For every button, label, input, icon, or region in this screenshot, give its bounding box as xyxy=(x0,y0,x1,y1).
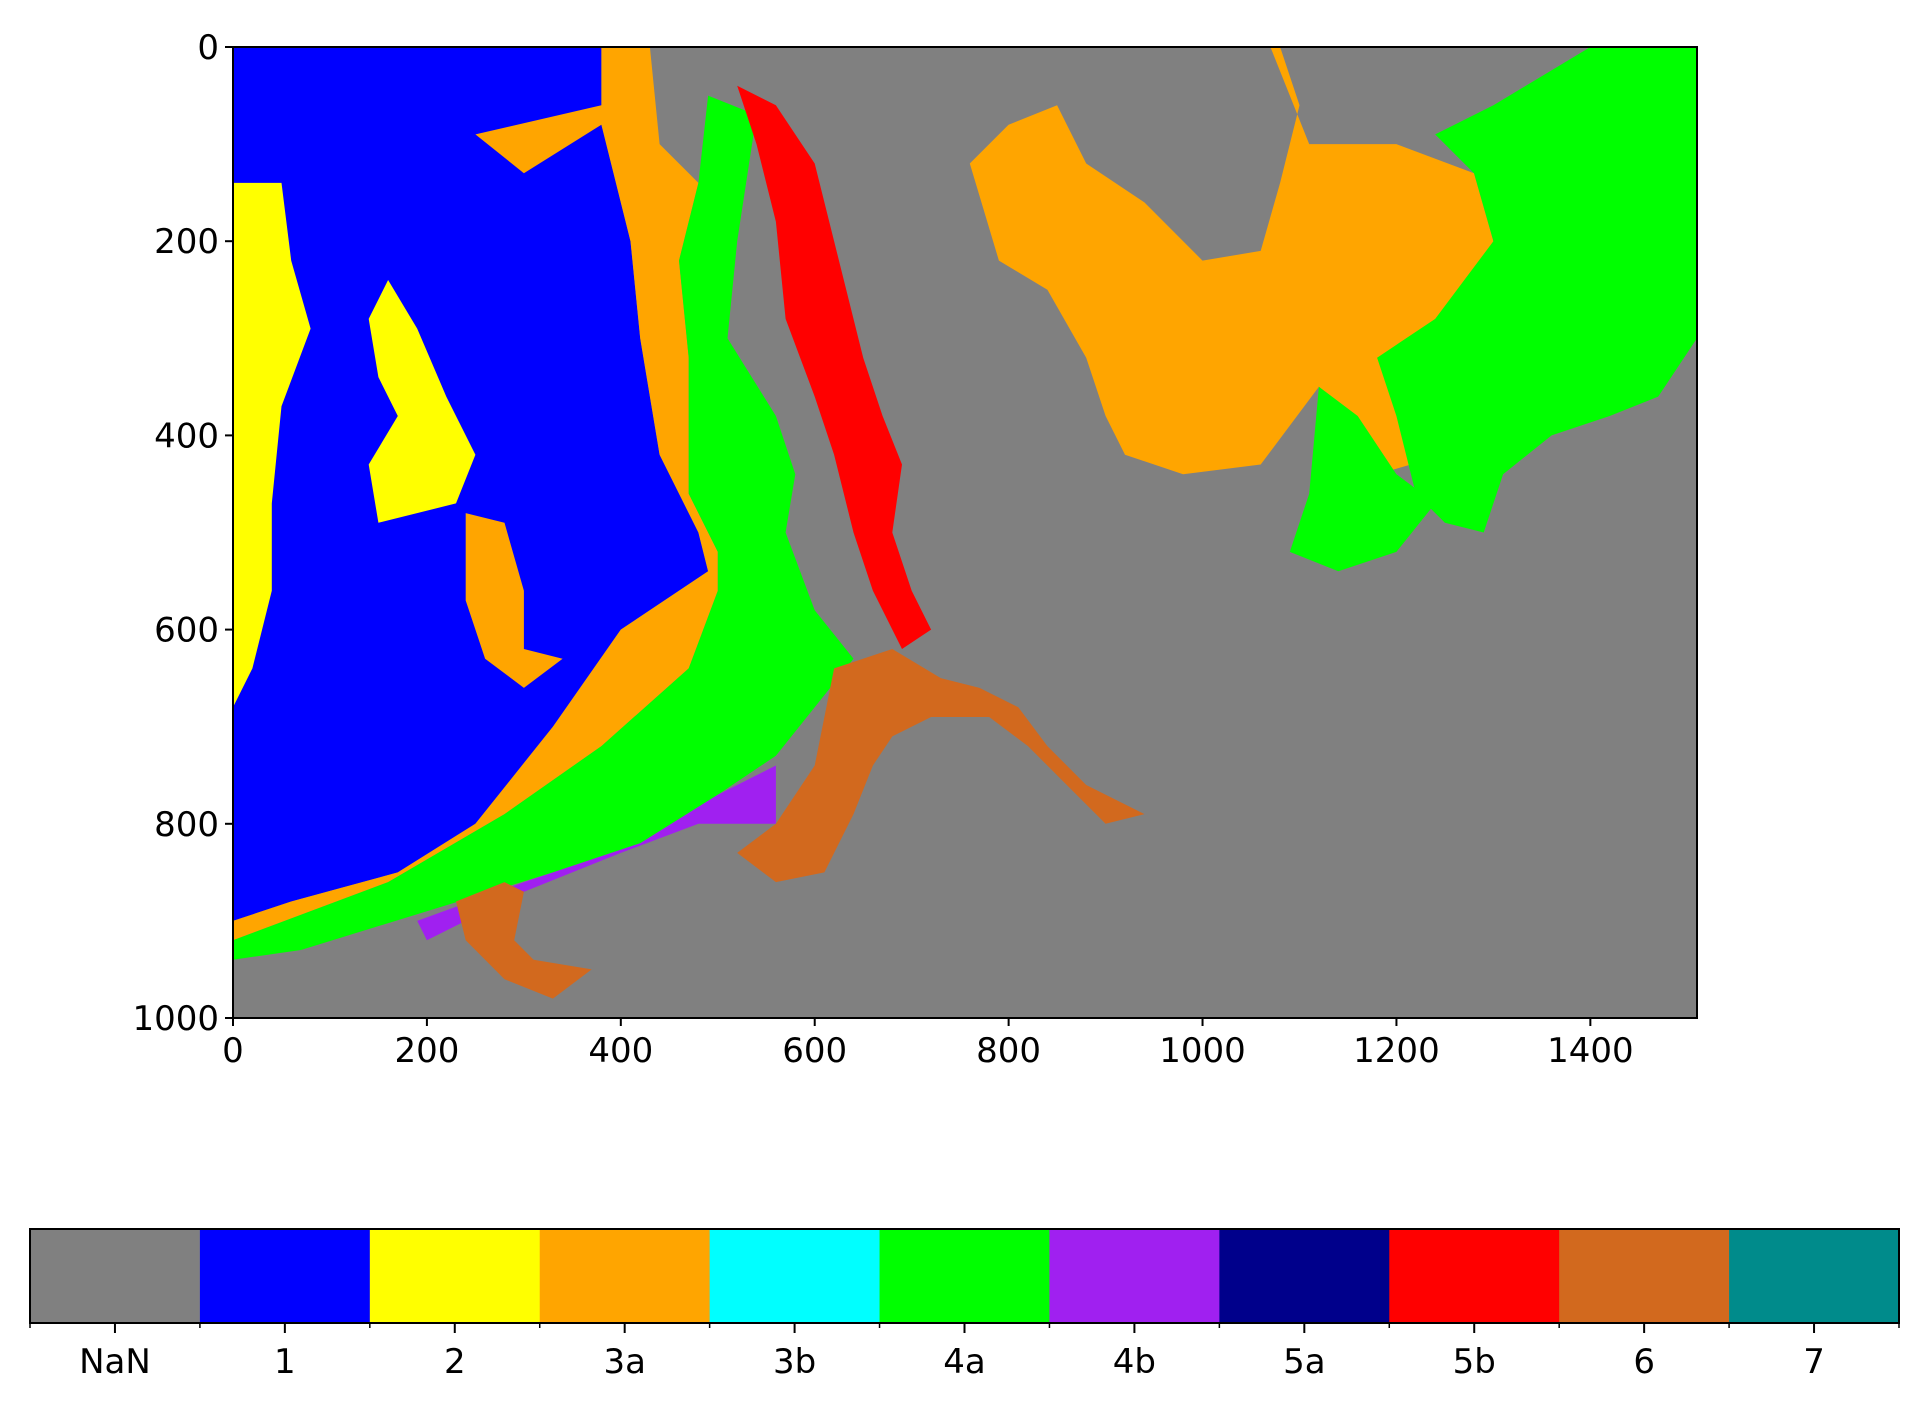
y-tick-label: 800 xyxy=(154,805,219,845)
colorbar-cell-4a xyxy=(879,1229,1050,1323)
x-axis-ticks: 0 200 400 600 800 1000 1200 1400 xyxy=(222,1018,1634,1071)
x-tick-label: 1000 xyxy=(1159,1031,1246,1071)
colorbar-cell-5b xyxy=(1389,1229,1560,1323)
colorbar-cell-1 xyxy=(199,1229,371,1323)
colorbar-tick-label: 4b xyxy=(1113,1342,1156,1382)
colorbar-cell-5a xyxy=(1219,1229,1390,1323)
map-region-class-5b-9 xyxy=(737,85,932,650)
y-tick-label: 200 xyxy=(154,222,219,262)
y-tick-label: 400 xyxy=(154,416,219,456)
colorbar-ticks: NaN 1 2 3a 3b 4a 4b 5a 5b 6 7 xyxy=(29,1323,1900,1382)
colorbar-tick-label: 5b xyxy=(1453,1342,1496,1382)
colorbar-cell-3b xyxy=(709,1229,881,1323)
x-tick-label: 0 xyxy=(222,1031,244,1071)
colorbar-cell-4b xyxy=(1049,1229,1220,1323)
x-tick-label: 400 xyxy=(588,1031,653,1071)
x-tick-label: 1400 xyxy=(1547,1031,1634,1071)
colorbar: NaN 1 2 3a 3b 4a 4b 5a 5b 6 7 xyxy=(29,1228,1900,1382)
colorbar-tick-label: 3b xyxy=(773,1342,816,1382)
map-region-class-4a-7 xyxy=(1377,47,1697,533)
map-region-class-1-0 xyxy=(233,47,709,921)
colorbar-tick-label: 3a xyxy=(603,1342,645,1382)
colorbar-tick-label: 6 xyxy=(1633,1342,1655,1382)
map-frame xyxy=(232,46,1698,1019)
map-region-class-3a-3 xyxy=(233,47,718,941)
map-region-class-3a-5 xyxy=(969,47,1494,475)
map-region-class-4a-6 xyxy=(233,95,854,960)
y-axis-ticks: 0 200 400 600 800 1000 xyxy=(132,28,233,1039)
y-tick-label: 1000 xyxy=(132,999,219,1039)
x-tick-label: 800 xyxy=(976,1031,1041,1071)
colorbar-cell-6 xyxy=(1559,1229,1730,1323)
colorbar-tick-label: 5a xyxy=(1283,1342,1325,1382)
colorbar-tick-label: 7 xyxy=(1803,1342,1825,1382)
map-region-class-2-2 xyxy=(368,280,476,523)
colorbar-tick-label: NaN xyxy=(79,1342,151,1382)
colorbar-cell-nan xyxy=(30,1229,201,1323)
heatmap-chart: 0 200 400 600 800 1000 1200 1400 0 200 400 600 800 1… xyxy=(132,28,1698,1071)
map-region-class-4a-8 xyxy=(1289,386,1436,572)
colorbar-tick-label: 2 xyxy=(444,1342,466,1382)
map-regions xyxy=(233,47,1697,999)
colorbar-cell-3a xyxy=(539,1229,711,1323)
x-tick-label: 1200 xyxy=(1353,1031,1440,1071)
y-tick-label: 0 xyxy=(197,28,219,68)
x-tick-label: 600 xyxy=(782,1031,847,1071)
y-tick-label: 600 xyxy=(154,611,219,651)
colorbar-cells xyxy=(30,1229,1900,1323)
x-tick-label: 200 xyxy=(394,1031,459,1071)
colorbar-tick-label: 1 xyxy=(274,1342,296,1382)
map-region-class-3a-4 xyxy=(465,513,563,688)
colorbar-cell-7 xyxy=(1729,1229,1900,1323)
colorbar-cell-2 xyxy=(369,1229,541,1323)
map-region-class-2-1 xyxy=(233,182,311,708)
map-region-class-6-11 xyxy=(737,649,1145,883)
map-region-class-6-12 xyxy=(456,882,592,999)
colorbar-tick-label: 4a xyxy=(943,1342,985,1382)
